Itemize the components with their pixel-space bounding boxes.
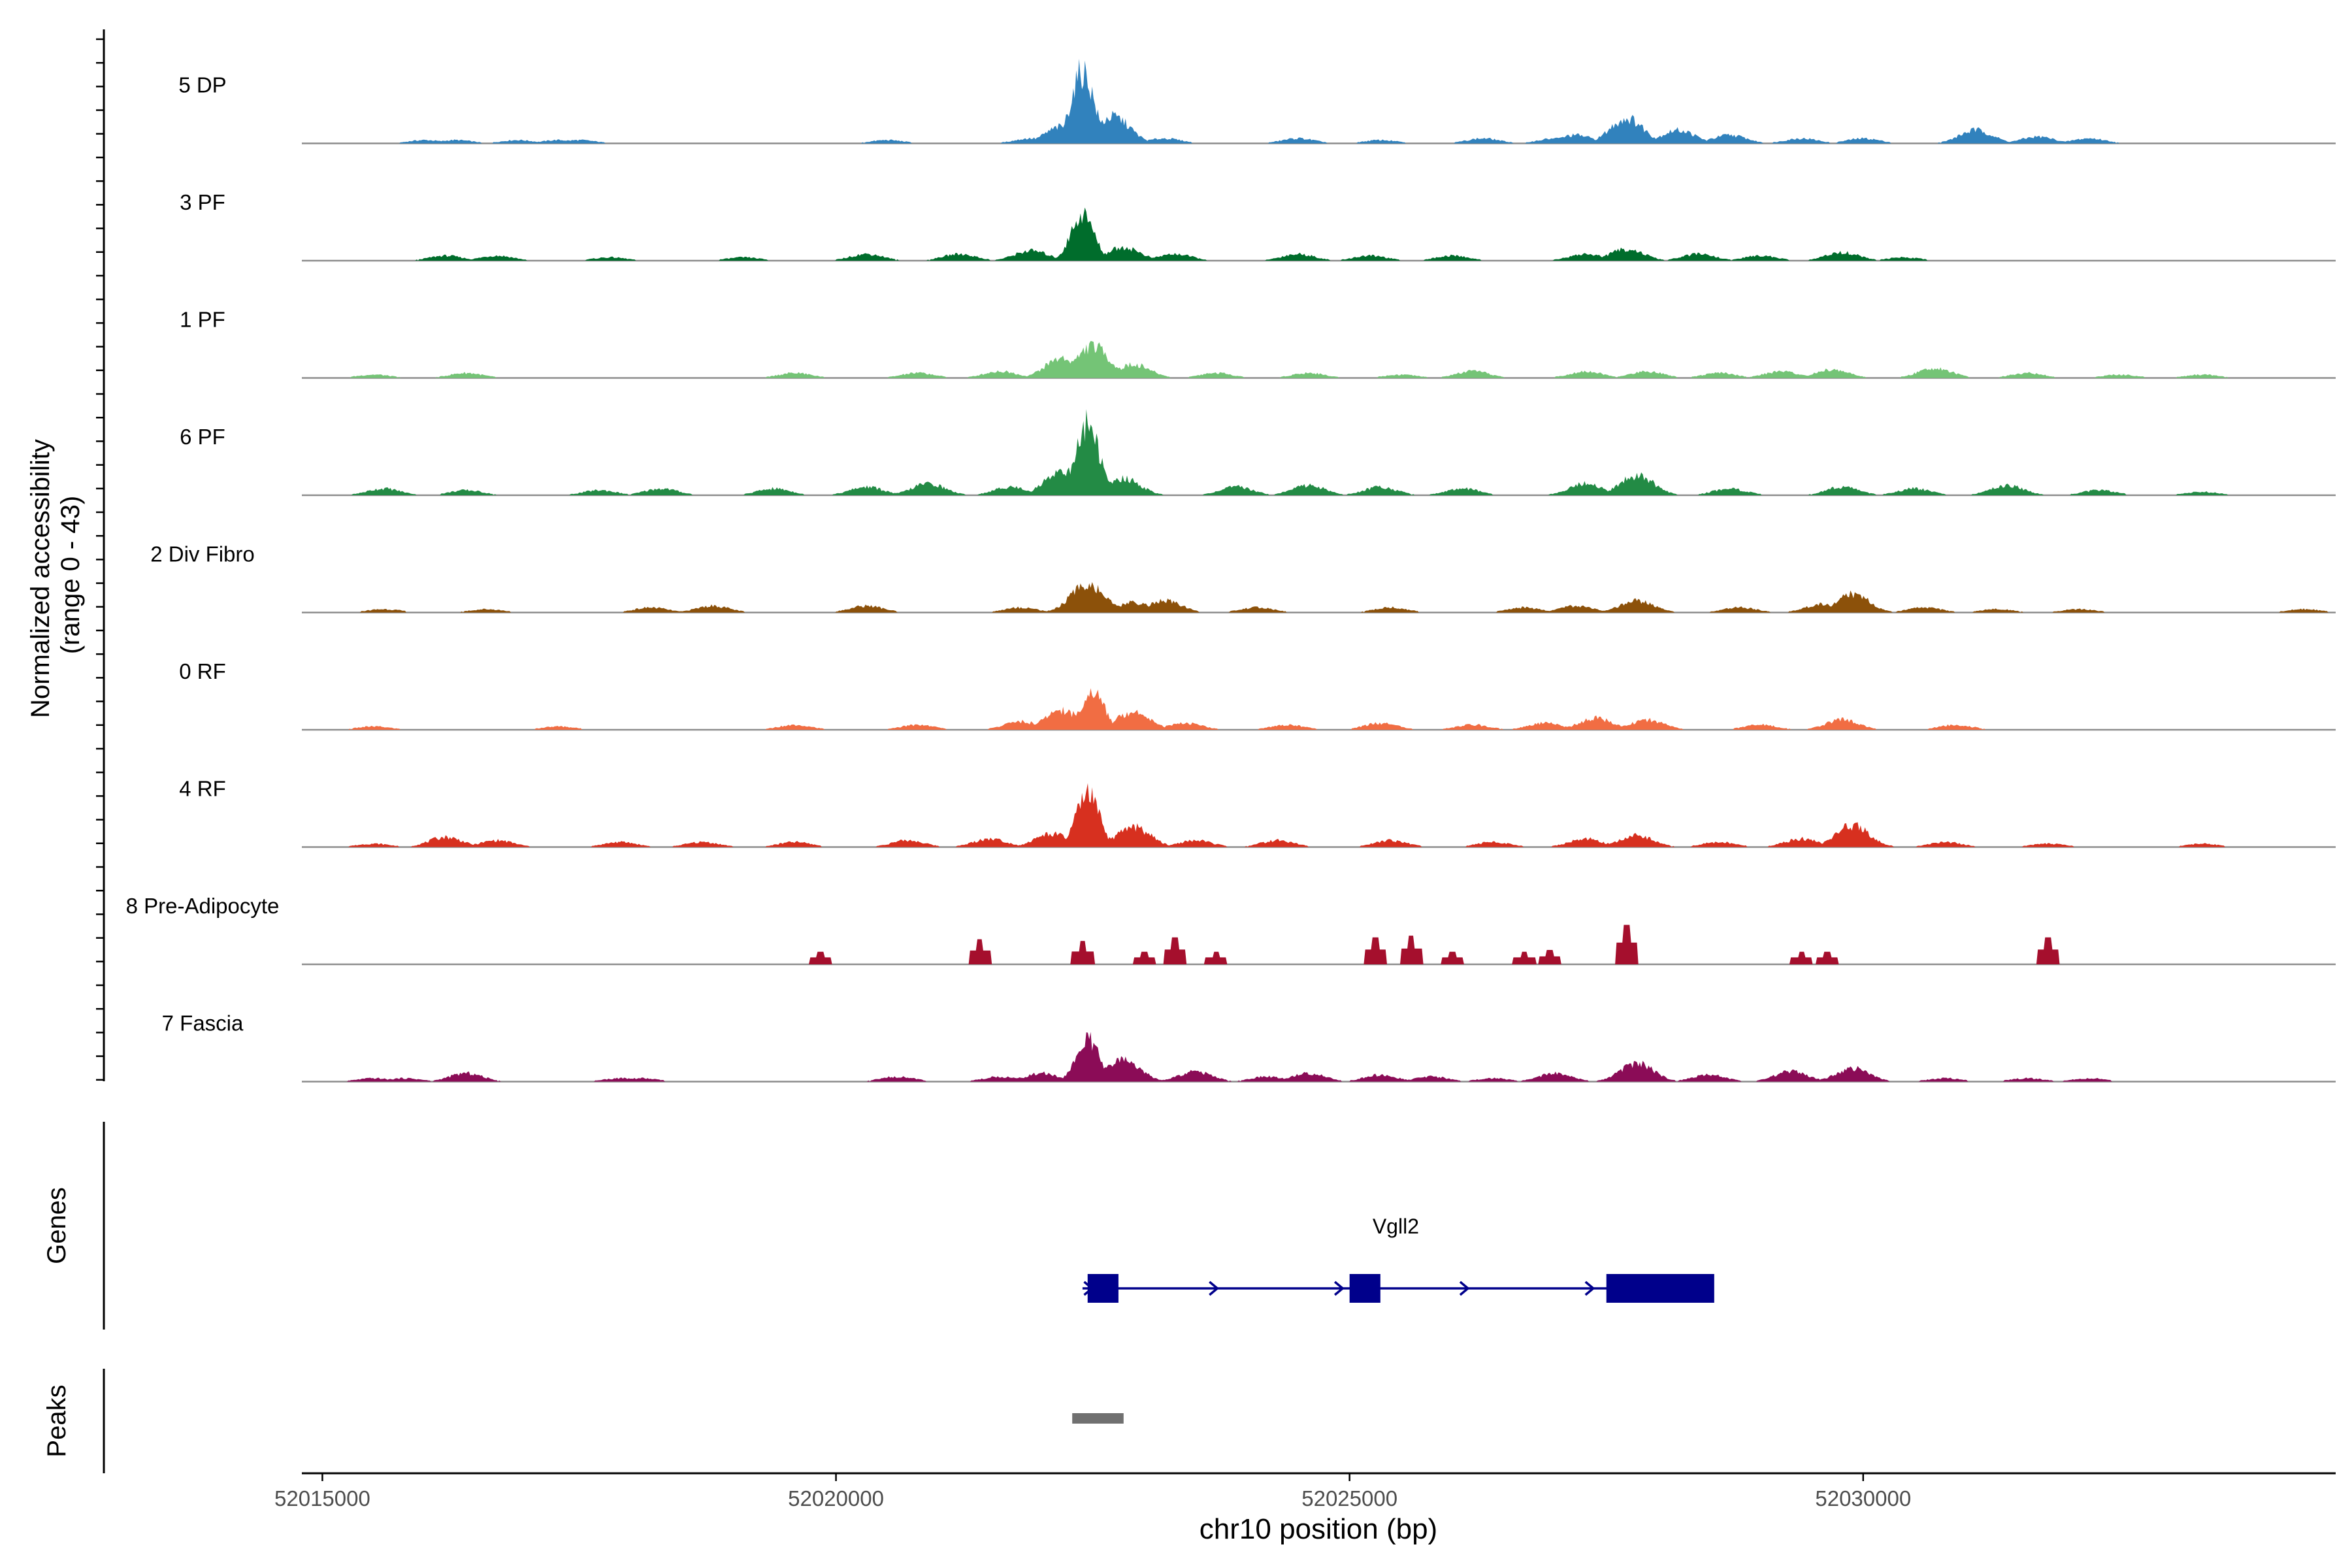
coverage-area bbox=[302, 59, 2336, 144]
peak-track bbox=[1072, 1413, 1124, 1424]
track-4: 2 Div Fibro bbox=[150, 542, 2336, 613]
track-7: 8 Pre-Adipocyte bbox=[126, 894, 2336, 966]
coverage-area bbox=[302, 340, 2336, 378]
track-8: 7 Fascia bbox=[162, 1011, 2336, 1083]
track-label: 7 Fascia bbox=[162, 1011, 244, 1036]
track-label: 8 Pre-Adipocyte bbox=[126, 894, 280, 918]
strand-arrow bbox=[1209, 1281, 1220, 1296]
x-tick-label: 52020000 bbox=[788, 1486, 884, 1511]
gene-Vgll2: Vgll2 bbox=[1082, 1215, 1714, 1303]
track-6: 4 RF bbox=[179, 777, 2336, 848]
track-label: 5 DP bbox=[178, 73, 226, 97]
x-axis-ticks: 52015000 52020000 52025000 52030000 bbox=[274, 1473, 1911, 1511]
y-axis bbox=[96, 29, 105, 1081]
x-axis-label: chr10 position (bp) bbox=[1200, 1513, 1437, 1545]
coverage-area bbox=[302, 924, 2336, 964]
genes-panel-label: Genes bbox=[42, 1187, 71, 1264]
coverage-area bbox=[302, 688, 2336, 730]
track-label: 4 RF bbox=[179, 777, 226, 801]
x-tick-label: 52015000 bbox=[274, 1486, 370, 1511]
gene-exon bbox=[1606, 1274, 1714, 1303]
peaks-panel-label: Peaks bbox=[42, 1384, 71, 1457]
strand-arrow bbox=[1333, 1281, 1345, 1296]
gene-exon bbox=[1087, 1274, 1119, 1303]
track-2: 1 PF bbox=[180, 308, 2336, 379]
track-label: 2 Div Fibro bbox=[150, 542, 255, 566]
track-label: 1 PF bbox=[180, 308, 225, 332]
x-tick-label: 52025000 bbox=[1301, 1486, 1397, 1511]
coverage-area bbox=[302, 207, 2336, 261]
gene-track: Vgll2 bbox=[1082, 1215, 1714, 1303]
y-axis-label: Normalized accessibility (range 0 - 43) bbox=[26, 432, 85, 718]
track-3: 6 PF bbox=[180, 409, 2336, 497]
track-label: 6 PF bbox=[180, 425, 225, 449]
track-5: 0 RF bbox=[179, 659, 2336, 731]
strand-arrow bbox=[1459, 1281, 1470, 1296]
coverage-area bbox=[302, 783, 2336, 847]
y-axis-label-line2: (range 0 - 43) bbox=[56, 496, 85, 654]
x-tick-label: 52030000 bbox=[1815, 1486, 1911, 1511]
track-label: 0 RF bbox=[179, 659, 226, 683]
gene-label: Vgll2 bbox=[1373, 1215, 1419, 1238]
strand-arrow bbox=[1584, 1281, 1595, 1296]
coverage-area bbox=[302, 1032, 2336, 1082]
track-label: 3 PF bbox=[180, 190, 225, 214]
y-axis-label-line1: Normalized accessibility bbox=[26, 439, 55, 718]
coverage-tracks: 5 DP 3 PF 1 PF 6 PF 2 Div Fibro 0 RF 4 RF 8 Pre… bbox=[126, 59, 2336, 1083]
coverage-area bbox=[302, 409, 2336, 495]
gene-exon bbox=[1349, 1274, 1380, 1303]
peak-region bbox=[1072, 1413, 1124, 1424]
track-1: 3 PF bbox=[180, 190, 2336, 262]
track-0: 5 DP bbox=[178, 59, 2336, 144]
coverage-area bbox=[302, 581, 2336, 613]
